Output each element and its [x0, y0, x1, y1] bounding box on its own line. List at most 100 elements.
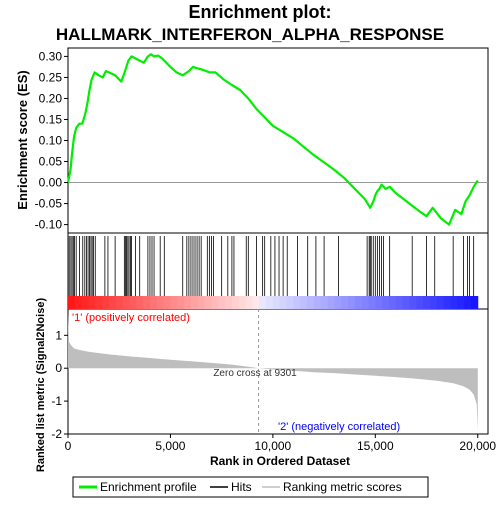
colorbar-segment: [197, 296, 206, 309]
metric-y-tick-label: 0: [55, 361, 62, 375]
colorbar-segment: [341, 296, 349, 309]
colorbar-segment: [231, 296, 240, 309]
colorbar-segment: [300, 296, 308, 309]
colorbar-segment: [252, 296, 260, 309]
metric-y-axis-ticks: -2 -1 0 1: [51, 328, 68, 441]
colorbar-segment: [170, 296, 178, 309]
colorbar-segment: [129, 296, 137, 309]
colorbar-segment: [361, 296, 369, 309]
colorbar-segment: [457, 296, 465, 309]
colorbar-segment: [74, 296, 83, 309]
es-y-tick-label: 0.05: [39, 155, 63, 169]
colorbar-segment: [450, 296, 458, 309]
zero-cross-annotation: Zero cross at 9301: [213, 368, 297, 379]
colorbar-segment: [218, 296, 226, 309]
hits-layer: [68, 236, 475, 296]
es-y-tick-label: 0.00: [39, 176, 63, 190]
colorbar-segment: [177, 296, 185, 309]
colorbar-segment: [382, 296, 390, 309]
colorbar-segment: [286, 296, 294, 309]
metric-y-tick-label: -2: [51, 427, 62, 441]
enrichment-profile-layer: [66, 53, 479, 226]
x-tick-label: 20,000: [459, 439, 496, 453]
colorbar-segment: [470, 296, 479, 309]
colorbar-segment: [190, 296, 199, 309]
es-y-tick-label: 0.10: [39, 134, 63, 148]
colorbar-segment: [320, 296, 329, 309]
es-y-tick-label: 0.15: [39, 112, 63, 126]
colorbar-segment: [402, 296, 410, 309]
legend: Enrichment profile Hits Ranking metric s…: [72, 476, 429, 498]
colorbar-segment: [313, 296, 322, 309]
colorbar-segment: [423, 296, 431, 309]
x-tick-label: 5,000: [155, 439, 185, 453]
es-y-tick-label: 0.30: [39, 49, 63, 63]
ranking-metric-layer: [68, 309, 478, 434]
colorbar-segment: [143, 296, 151, 309]
colorbar-segment: [238, 296, 247, 309]
colorbar-segment: [279, 296, 288, 309]
metric-y-axis-title: Ranked list metric (Signal2Noise): [35, 298, 47, 473]
rank-colorbar: [68, 296, 479, 309]
colorbar-segment: [136, 296, 144, 309]
colorbar-segment: [156, 296, 165, 309]
colorbar-segment: [184, 296, 192, 309]
chart-title-line-2: HALLMARK_INTERFERON_ALPHA_RESPONSE: [56, 25, 444, 44]
colorbar-segment: [68, 296, 76, 309]
colorbar-segment: [108, 296, 117, 309]
es-y-tick-label: 0.25: [39, 70, 63, 84]
x-axis-title: Rank in Ordered Dataset: [210, 454, 350, 468]
colorbar-segment: [266, 296, 274, 309]
colorbar-segment: [375, 296, 383, 309]
colorbar-segment: [334, 296, 342, 309]
es-y-tick-label: -0.10: [35, 218, 63, 232]
colorbar-segment: [81, 296, 89, 309]
colorbar-segment: [354, 296, 363, 309]
es-panel-frame: [67, 47, 489, 234]
colorbar-segment: [307, 296, 315, 309]
colorbar-segment: [395, 296, 404, 309]
colorbar-segment: [102, 296, 110, 309]
colorbar-segment: [95, 296, 103, 309]
colorbar-segment: [464, 296, 472, 309]
colorbar-segment: [225, 296, 233, 309]
x-tick-label: 10,000: [255, 439, 292, 453]
x-tick-label: 15,000: [357, 439, 394, 453]
ranking-metric-area: [68, 312, 478, 431]
colorbar-segment: [293, 296, 301, 309]
legend-hits-label: Hits: [231, 480, 252, 494]
colorbar-segment: [388, 296, 397, 309]
colorbar-segment: [368, 296, 376, 309]
es-y-axis-ticks: -0.10 -0.05 0.00 0.05 0.10 0.15 0.20 0.25 0.30: [35, 49, 68, 232]
metric-y-tick-label: 1: [55, 328, 62, 342]
colorbar-segment: [429, 296, 438, 309]
colorbar-segment: [409, 296, 417, 309]
colorbar-segment: [204, 296, 212, 309]
negative-correlation-label: '2' (negatively correlated): [278, 421, 400, 433]
colorbar-segment: [245, 296, 253, 309]
colorbar-segment: [443, 296, 451, 309]
chart-title-line-1: Enrichment plot:: [189, 2, 332, 22]
legend-ranking-metric-label: Ranking metric scores: [283, 480, 402, 494]
legend-enrichment-profile-label: Enrichment profile: [100, 480, 197, 494]
colorbar-segment: [416, 296, 424, 309]
positive-correlation-label: '1' (positively correlated): [72, 312, 190, 324]
es-y-tick-label: -0.05: [35, 197, 63, 211]
colorbar-segment: [436, 296, 445, 309]
colorbar-segment: [88, 296, 96, 309]
colorbar-segment: [211, 296, 219, 309]
enrichment-profile-line: [66, 53, 479, 226]
colorbar-segment: [163, 296, 171, 309]
es-y-tick-label: 0.20: [39, 91, 63, 105]
colorbar-segment: [259, 296, 267, 309]
colorbar-segment: [122, 296, 130, 309]
legend-box: [72, 476, 429, 498]
colorbar-segment: [348, 296, 356, 309]
colorbar-segment: [272, 296, 281, 309]
colorbar-segment: [149, 296, 158, 309]
x-tick-label: 0: [65, 439, 72, 453]
colorbar-segment: [327, 296, 335, 309]
es-y-axis-title: Enrichment score (ES): [15, 70, 30, 209]
